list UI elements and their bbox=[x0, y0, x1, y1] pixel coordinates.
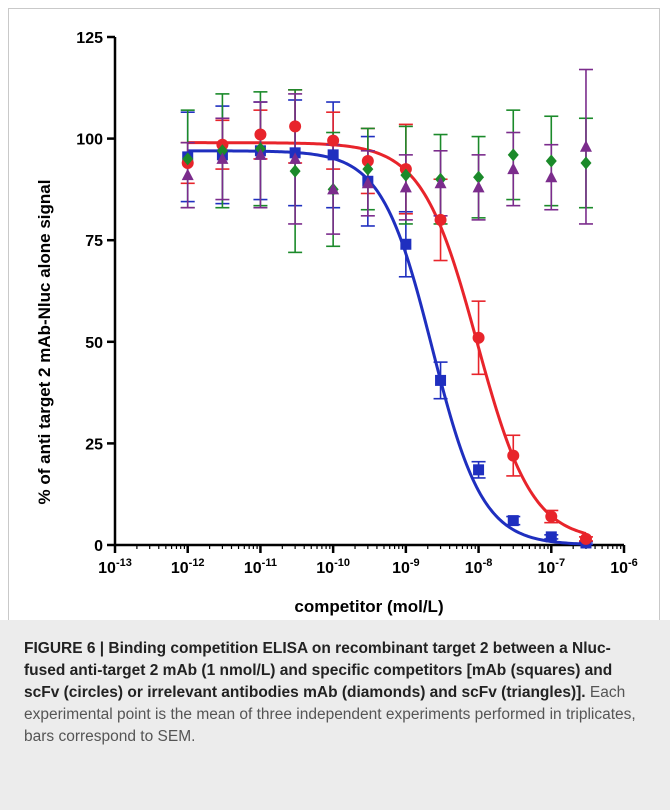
x-tick-label: 10-11 bbox=[244, 557, 277, 577]
chart-axes: 0 25 50 75 100 125 10-13 10-12 10-11 10-10 10-9 10-… bbox=[76, 30, 637, 577]
data-point-circle bbox=[579, 532, 592, 545]
x-tick-label: 10-9 bbox=[392, 557, 420, 577]
data-point-square bbox=[473, 464, 485, 476]
y-tick-label: 25 bbox=[85, 436, 103, 453]
data-point-square bbox=[507, 515, 519, 527]
x-tick-label: 10-7 bbox=[537, 557, 565, 577]
data-point-diamond bbox=[182, 152, 194, 166]
data-point-square bbox=[400, 238, 412, 250]
data-point-triangle bbox=[216, 152, 229, 164]
data-point-circle bbox=[361, 154, 374, 167]
data-point-circle bbox=[472, 331, 485, 344]
data-point-diamond bbox=[400, 168, 412, 182]
x-tick-label: 10-10 bbox=[316, 557, 350, 577]
caption-body: Each experimental point is the mean of t… bbox=[24, 684, 636, 745]
data-point-square bbox=[435, 374, 447, 386]
fit-curves bbox=[187, 141, 587, 546]
y-tick-label: 100 bbox=[76, 132, 103, 149]
data-point-triangle bbox=[579, 140, 592, 152]
data-point-triangle bbox=[434, 176, 447, 189]
y-tick-label: 50 bbox=[85, 335, 103, 352]
data-point-diamond bbox=[580, 156, 592, 170]
data-point-circle bbox=[545, 510, 558, 523]
fit-curve bbox=[187, 149, 587, 546]
data-point-circle bbox=[289, 120, 302, 133]
data-point-circle bbox=[434, 213, 447, 226]
data-point-triangle bbox=[254, 148, 267, 160]
data-point-diamond bbox=[216, 144, 228, 158]
y-tick-label: 0 bbox=[94, 538, 103, 555]
y-tick-label: 75 bbox=[85, 233, 103, 250]
chart: 0 25 50 75 100 125 10-13 10-12 10-11 10-10 10-9 10-… bbox=[35, 30, 638, 616]
x-axis-title: competitor (mol/L) bbox=[294, 597, 443, 616]
figure-caption: FIGURE 6 | Binding competition ELISA on … bbox=[0, 620, 670, 810]
data-point-square bbox=[327, 149, 339, 161]
data-point-triangle bbox=[327, 182, 340, 195]
data-point-triangle bbox=[399, 180, 412, 193]
data-series bbox=[180, 68, 593, 549]
data-point-triangle bbox=[545, 170, 558, 183]
data-point-triangle bbox=[181, 168, 194, 181]
data-point-diamond bbox=[362, 162, 374, 176]
data-point-circle bbox=[327, 134, 340, 147]
data-point-square bbox=[545, 531, 557, 543]
data-point-circle bbox=[254, 128, 267, 141]
data-point-triangle bbox=[472, 180, 485, 193]
data-point-diamond bbox=[473, 170, 485, 184]
x-tick-label: 10-12 bbox=[171, 557, 205, 577]
data-point-triangle bbox=[289, 152, 302, 164]
y-tick-label: 125 bbox=[76, 30, 103, 47]
x-tick-label: 10-6 bbox=[610, 557, 638, 577]
x-tick-label: 10-8 bbox=[465, 557, 493, 577]
y-axis-title: % of anti target 2 mAb-Nluc alone signal bbox=[35, 180, 54, 505]
data-point-triangle bbox=[361, 176, 374, 189]
data-point-circle bbox=[507, 449, 520, 462]
data-point-diamond bbox=[545, 154, 557, 168]
fit-curve bbox=[187, 141, 587, 536]
data-point-diamond bbox=[507, 148, 519, 162]
x-tick-label: 10-13 bbox=[98, 557, 132, 577]
data-point-triangle bbox=[507, 162, 520, 175]
data-point-diamond bbox=[289, 164, 301, 178]
caption-title: FIGURE 6 | Binding competition ELISA on … bbox=[24, 640, 613, 701]
